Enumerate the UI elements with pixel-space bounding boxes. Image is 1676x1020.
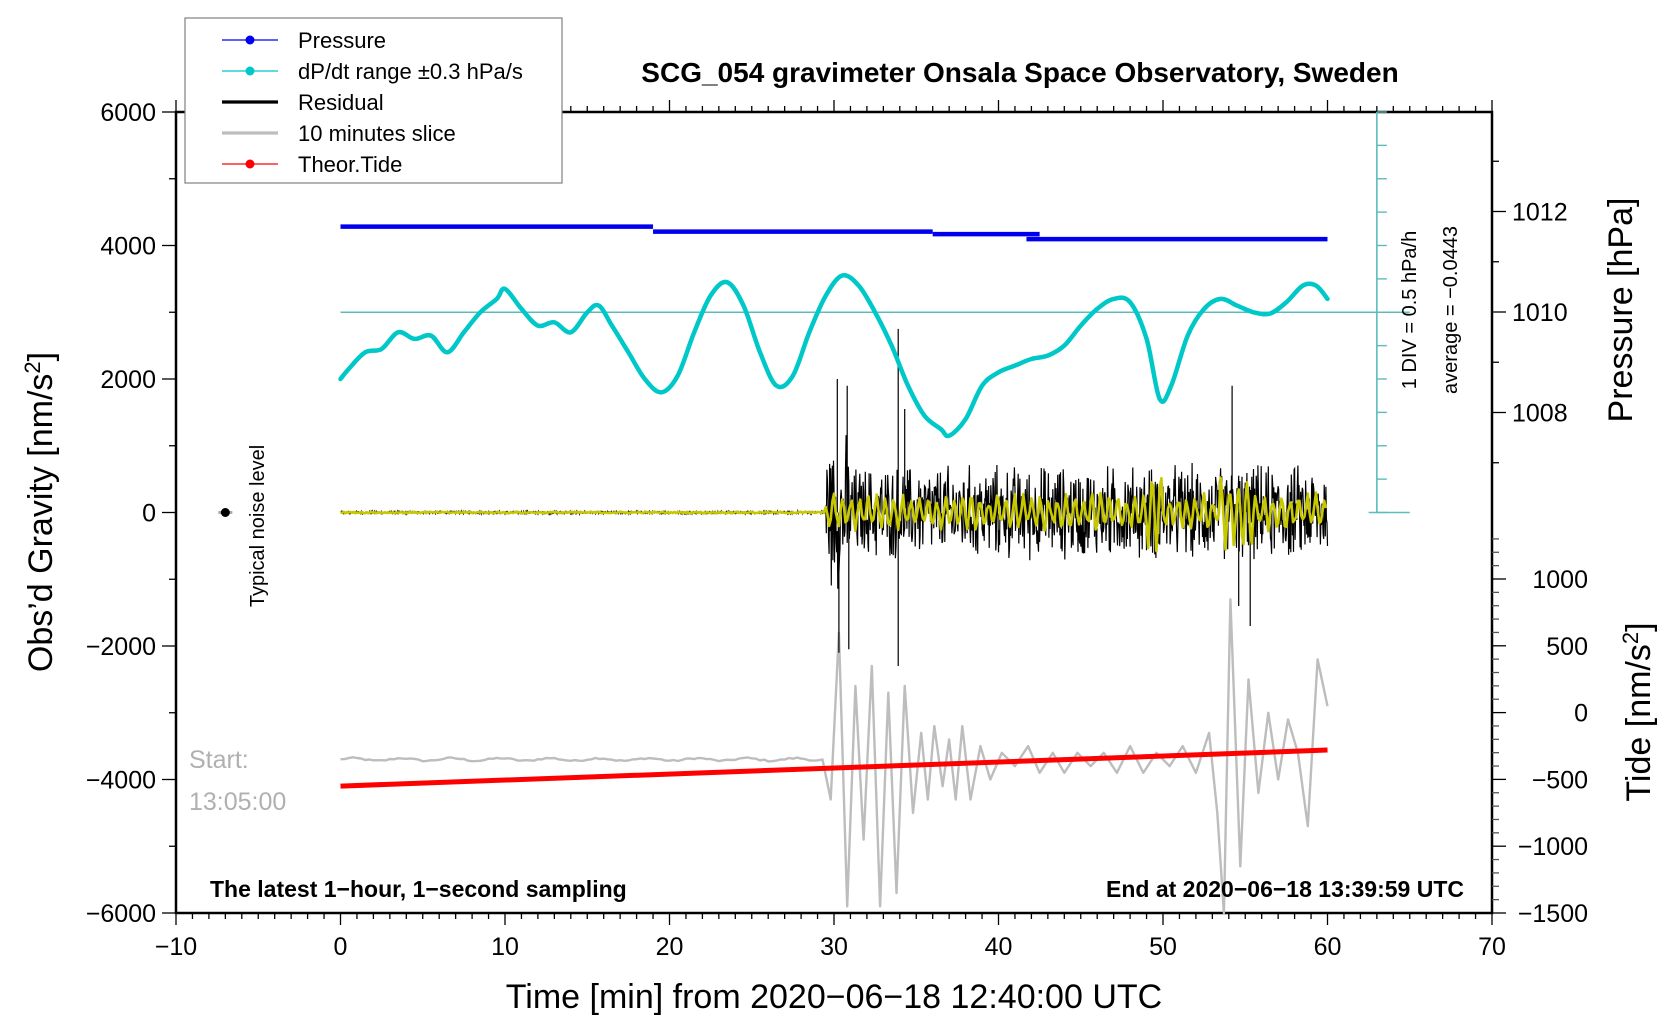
x-tick-label: −10 <box>155 933 197 961</box>
y-axis-left-title-sup: 2 <box>20 361 45 373</box>
tide-tick-label: 1000 <box>1532 566 1588 594</box>
legend-label: dP/dt range ±0.3 hPa/s <box>298 59 523 84</box>
noise-level-marker <box>220 508 230 517</box>
y-axis-pressure-title: Pressure [hPa] <box>1602 198 1640 423</box>
legend-item: 10 minutes slice <box>222 121 456 146</box>
tide-tick-label: 0 <box>1574 700 1588 728</box>
start-time-label: 13:05:00 <box>189 788 286 816</box>
x-tick-label: 30 <box>820 933 848 961</box>
legend-item: Pressure <box>222 28 386 53</box>
y-axis-left-title-main: Obs’d Gravity [nm/s <box>22 374 60 673</box>
axis-tick-labels: −10 0 10 20 30 40 50 60 70 6000 4000 2000 0 −2000 −400… <box>86 99 1588 961</box>
chart-title: SCG_054 gravimeter Onsala Space Observat… <box>641 57 1398 88</box>
legend-swatch-dot <box>245 66 255 76</box>
y-left-tick-label: 2000 <box>100 366 156 394</box>
y-axis-tide-title-end: ] <box>1620 622 1658 631</box>
legend-label: Theor.Tide <box>298 152 402 177</box>
x-tick-label: 10 <box>491 933 519 961</box>
y-left-tick-label: 4000 <box>100 233 156 261</box>
legend-item: dP/dt range ±0.3 hPa/s <box>222 59 523 84</box>
filtered-residual-line <box>340 476 1328 553</box>
legend-item: Theor.Tide <box>222 152 402 177</box>
tide-tick-label: 500 <box>1546 633 1588 661</box>
noise-level-label: Typical noise level <box>247 445 269 607</box>
legend-swatch-dot <box>245 159 255 169</box>
y-axis-tide-title-main: Tide [nm/s <box>1620 644 1658 801</box>
x-tick-label: 0 <box>334 933 348 961</box>
y-left-tick-label: −4000 <box>86 767 156 795</box>
y-axis-left-title: Obs’d Gravity [nm/s2] <box>20 352 60 672</box>
y-left-tick-label: −2000 <box>86 633 156 661</box>
pressure-tick-label: 1008 <box>1512 400 1568 428</box>
sampling-note: The latest 1−hour, 1−second sampling <box>210 876 627 902</box>
legend: Pressure dP/dt range ±0.3 hPa/s Residual 10… <box>184 17 563 184</box>
legend-label: Residual <box>298 90 384 115</box>
legend-swatch-dot <box>245 35 255 45</box>
y-left-tick-label: −6000 <box>86 900 156 928</box>
x-tick-label: 20 <box>656 933 684 961</box>
dpdt-line <box>338 272 1330 439</box>
y-axis-left-title-end: ] <box>22 352 60 361</box>
legend-label: 10 minutes slice <box>298 121 456 146</box>
pressure-tick-label: 1012 <box>1512 199 1568 227</box>
series-layer <box>218 224 1410 915</box>
tide-tick-label: −1500 <box>1518 900 1588 928</box>
y-axis-tide-title-sup: 2 <box>1618 632 1643 644</box>
tide-tick-label: −500 <box>1532 766 1588 794</box>
tide-tick-label: −1000 <box>1518 833 1588 861</box>
x-tick-label: 50 <box>1149 933 1177 961</box>
residual-line <box>340 328 1329 666</box>
legend-item: Residual <box>222 90 384 115</box>
tide-line <box>340 747 1328 789</box>
average-note: average = −0.0443 <box>1440 226 1462 394</box>
y-left-tick-label: 6000 <box>100 99 156 127</box>
y-axis-tide-title: Tide [nm/s2] <box>1618 622 1658 801</box>
x-tick-label: 70 <box>1478 933 1506 961</box>
x-tick-label: 60 <box>1314 933 1342 961</box>
start-label: Start: <box>189 746 249 774</box>
x-axis-title: Time [min] from 2020−06−18 12:40:00 UTC <box>506 978 1162 1016</box>
x-tick-label: 40 <box>985 933 1013 961</box>
end-time-note: End at 2020−06−18 13:39:59 UTC <box>1106 876 1464 902</box>
pressure-tick-label: 1010 <box>1512 299 1568 327</box>
legend-label: Pressure <box>298 28 386 53</box>
slice-line <box>340 598 1329 915</box>
legend-items: Pressure dP/dt range ±0.3 hPa/s Residual 10… <box>222 28 523 177</box>
div-note: 1 DIV = 0.5 hPa/h <box>1399 231 1421 389</box>
y-left-tick-label: 0 <box>142 500 156 528</box>
